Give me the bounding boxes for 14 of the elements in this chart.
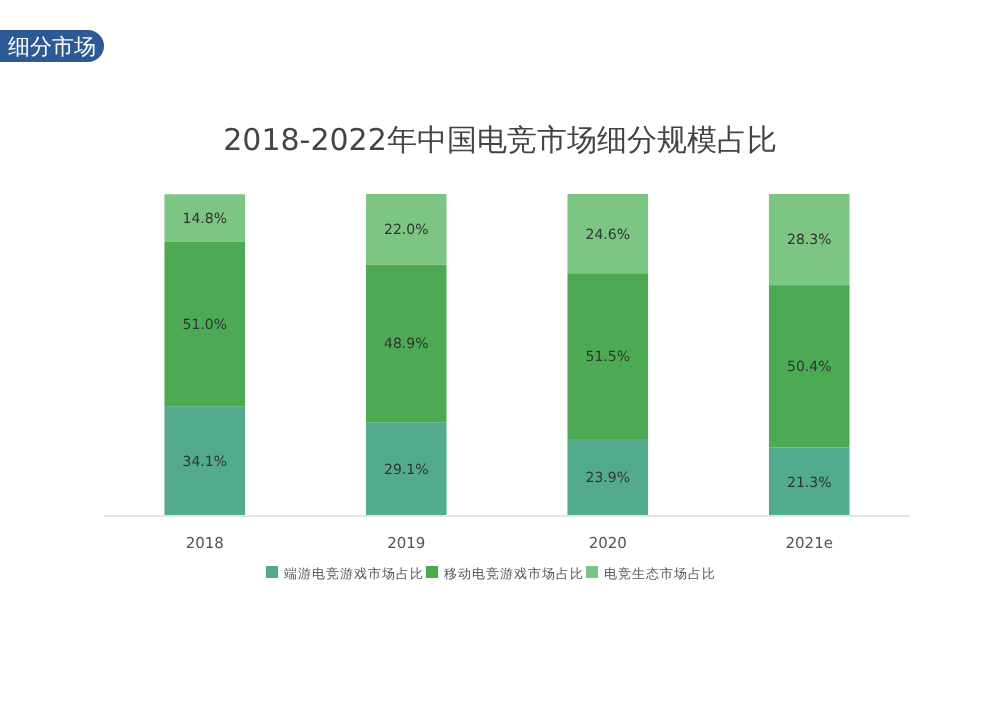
- bar: [768, 194, 850, 286]
- bar: [768, 447, 850, 516]
- bar: [365, 194, 447, 265]
- chart-title: 2018-2022年中国电竞市场细分规模占比: [223, 122, 777, 158]
- bar: [567, 194, 649, 274]
- bar: [164, 406, 246, 516]
- bar: [164, 241, 246, 407]
- bar: [567, 439, 649, 516]
- bar: [768, 285, 850, 448]
- text: 细分市场: [8, 34, 96, 60]
- bar: [365, 264, 447, 423]
- bar: [365, 422, 447, 516]
- bar: [567, 273, 649, 440]
- bar: [164, 194, 246, 242]
